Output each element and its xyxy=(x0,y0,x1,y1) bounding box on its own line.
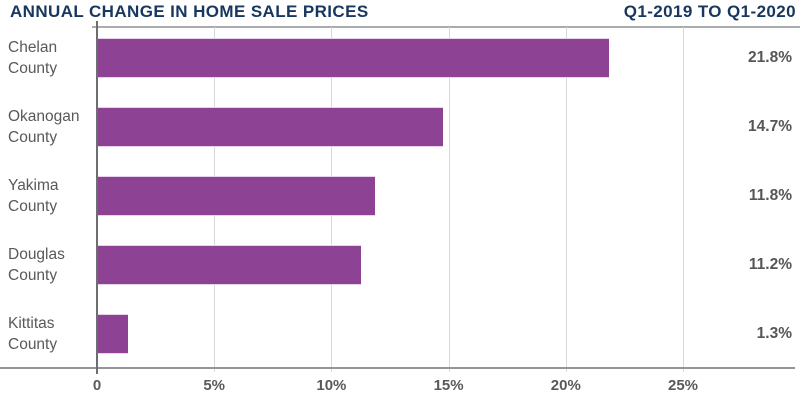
chart-period: Q1-2019 TO Q1-2020 xyxy=(623,2,796,21)
category-label-yakima-county: Yakima County xyxy=(8,177,59,215)
top-frame-line xyxy=(92,26,800,28)
x-tick-label: 10% xyxy=(316,377,347,394)
bar-okanogan-county xyxy=(98,107,443,147)
bar-kittitas-county xyxy=(98,314,129,354)
chart-title: ANNUAL CHANGE IN HOME SALE PRICES xyxy=(10,2,369,21)
bar-douglas-county xyxy=(98,245,361,285)
value-label-okanogan-county: 14.7% xyxy=(748,118,792,135)
x-tick-label: 25% xyxy=(667,377,699,394)
category-label-douglas-county: Douglas County xyxy=(8,246,65,284)
x-tick-label: 5% xyxy=(203,377,226,394)
grid-line xyxy=(565,27,567,372)
value-label-kittitas-county: 1.3% xyxy=(756,325,792,342)
x-tick-label: 15% xyxy=(433,377,464,394)
category-label-okanogan-county: Okanogan County xyxy=(8,108,80,146)
bar-yakima-county xyxy=(98,176,375,216)
value-label-chelan-county: 21.8% xyxy=(748,49,792,66)
y-axis-zero-line xyxy=(96,21,98,374)
grid-line xyxy=(683,27,684,372)
category-label-chelan-county: Chelan County xyxy=(8,39,58,77)
x-tick-label: 20% xyxy=(550,377,581,394)
category-label-kittitas-county: Kittitas County xyxy=(8,315,58,353)
value-label-douglas-county: 11.2% xyxy=(748,256,792,273)
grid-line xyxy=(448,27,450,372)
value-label-yakima-county: 11.8% xyxy=(748,187,792,204)
x-tick-label: 0 xyxy=(92,377,102,394)
bar-chelan-county xyxy=(98,38,609,78)
x-axis xyxy=(0,367,795,369)
